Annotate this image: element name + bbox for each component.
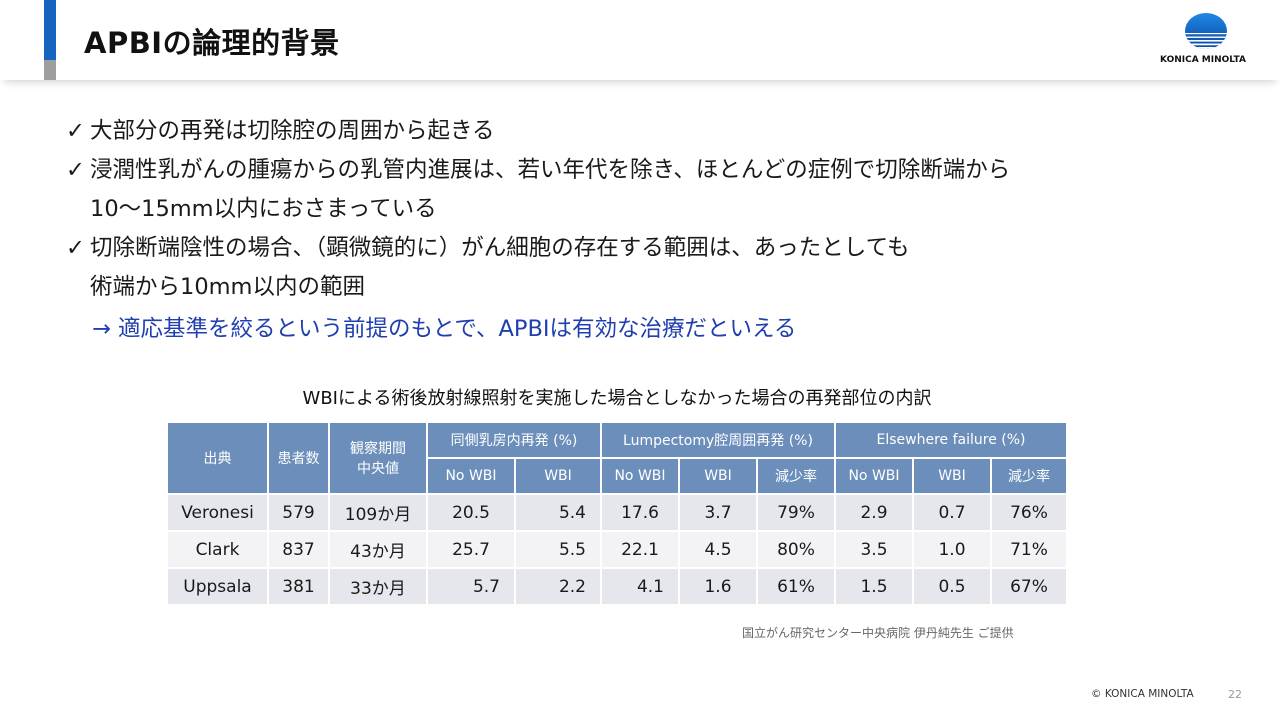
cell-source: Veronesi [166, 493, 269, 532]
bullet-text: 切除断端陰性の場合、（顕微鏡的に）がん細胞の存在する範囲は、あったとしても [90, 235, 910, 261]
cell-else-wbi: 1.0 [912, 530, 992, 569]
company-logo-text: KONICA MINOLTA [1160, 55, 1246, 65]
cell-source: Clark [166, 530, 269, 569]
subheader-no-wbi: No WBI [600, 457, 680, 495]
bullet-text: 10〜15mm以内におさまっている [90, 196, 437, 222]
table-subheader-row: No WBI WBI No WBI WBI 減少率 No WBI WBI 減少率 [167, 457, 1068, 495]
cell-lump-no-wbi: 4.1 [600, 567, 680, 606]
cell-else-reduction: 67% [990, 567, 1068, 606]
table-row: Uppsala 381 33か月 5.7 2.2 4.1 1.6 61% 1.5… [166, 567, 1068, 606]
copyright-text: © KONICA MINOLTA [1091, 688, 1194, 700]
title-accent-bar-grey [44, 60, 56, 80]
subheader-reduction: 減少率 [990, 457, 1068, 495]
cell-lump-wbi: 4.5 [678, 530, 758, 569]
cell-ipsi-no-wbi: 20.5 [426, 493, 516, 532]
table-row: Clark 837 43か月 25.7 5.5 22.1 4.5 80% 3.5… [166, 530, 1068, 569]
cell-else-no-wbi: 1.5 [834, 567, 914, 606]
cell-else-reduction: 76% [990, 493, 1068, 532]
bullet-list: ✓ 大部分の再発は切除腔の周囲から起きる ✓ 浸潤性乳がんの腫瘍からの乳管内進展… [66, 112, 1246, 349]
cell-followup: 33か月 [328, 567, 428, 606]
slide-title: APBIの論理的背景 [84, 26, 340, 60]
cell-source: Uppsala [166, 567, 269, 606]
conclusion-line: → 適応基準を絞るという前提のもとで、APBIは有効な治療だといえる [66, 310, 1246, 349]
header-lumpectomy: Lumpectomy腔周囲再発 (%) [600, 421, 836, 459]
subheader-wbi: WBI [912, 457, 992, 495]
cell-else-wbi: 0.7 [912, 493, 992, 532]
cell-lump-reduction: 79% [756, 493, 836, 532]
page-number: 22 [1228, 688, 1242, 701]
cell-else-reduction: 71% [990, 530, 1068, 569]
cell-lump-reduction: 80% [756, 530, 836, 569]
cell-lump-reduction: 61% [756, 567, 836, 606]
cell-ipsi-no-wbi: 5.7 [426, 567, 516, 606]
checkmark-icon: ✓ [66, 235, 85, 261]
source-note: 国立がん研究センター中央病院 伊丹純先生 ご提供 [742, 626, 1014, 640]
slide-header: APBIの論理的背景 KONICA MINOLTA [0, 0, 1280, 80]
cell-patients: 579 [267, 493, 330, 532]
cell-ipsi-wbi: 5.5 [514, 530, 602, 569]
bullet-item: ✓ 大部分の再発は切除腔の周囲から起きる [66, 112, 1246, 151]
recurrence-table: 出典 患者数 観察期間 中央値 同側乳房内再発 (%) Lumpectomy腔周囲… [166, 421, 1068, 606]
subheader-wbi: WBI [678, 457, 758, 495]
cell-lump-wbi: 1.6 [678, 567, 758, 606]
bullet-text: 大部分の再発は切除腔の周囲から起きる [90, 118, 495, 144]
cell-patients: 837 [267, 530, 330, 569]
table-row: Veronesi 579 109か月 20.5 5.4 17.6 3.7 79%… [166, 493, 1068, 532]
checkmark-icon: ✓ [66, 118, 85, 144]
cell-lump-wbi: 3.7 [678, 493, 758, 532]
header-patients: 患者数 [267, 421, 330, 495]
subheader-no-wbi: No WBI [834, 457, 914, 495]
bullet-text: 浸潤性乳がんの腫瘍からの乳管内進展は、若い年代を除き、ほとんどの症例で切除断端か… [90, 157, 1011, 183]
cell-followup: 43か月 [328, 530, 428, 569]
table-header-row: 出典 患者数 観察期間 中央値 同側乳房内再発 (%) Lumpectomy腔周囲… [166, 421, 1068, 495]
cell-else-no-wbi: 2.9 [834, 493, 914, 532]
cell-followup: 109か月 [328, 493, 428, 532]
arrow-right-icon: → [92, 316, 111, 342]
header-source: 出典 [166, 421, 269, 495]
subheader-reduction: 減少率 [756, 457, 836, 495]
header-elsewhere: Elsewhere failure (%) [834, 421, 1068, 459]
konica-minolta-globe-icon [1185, 13, 1227, 49]
subheader-wbi: WBI [514, 457, 602, 495]
bullet-item: ✓ 切除断端陰性の場合、（顕微鏡的に）がん細胞の存在する範囲は、あったとしても … [66, 229, 1246, 307]
checkmark-icon: ✓ [66, 157, 85, 183]
cell-ipsi-no-wbi: 25.7 [426, 530, 516, 569]
cell-ipsi-wbi: 2.2 [514, 567, 602, 606]
cell-patients: 381 [267, 567, 330, 606]
cell-lump-no-wbi: 17.6 [600, 493, 680, 532]
cell-ipsi-wbi: 5.4 [514, 493, 602, 532]
cell-else-no-wbi: 3.5 [834, 530, 914, 569]
cell-else-wbi: 0.5 [912, 567, 992, 606]
header-followup: 観察期間 中央値 [328, 421, 428, 495]
conclusion-text: 適応基準を絞るという前提のもとで、APBIは有効な治療だといえる [118, 316, 797, 342]
bullet-text: 術端から10mm以内の範囲 [90, 274, 365, 300]
cell-lump-no-wbi: 22.1 [600, 530, 680, 569]
header-ipsilateral: 同側乳房内再発 (%) [426, 421, 602, 459]
subheader-no-wbi: No WBI [426, 457, 516, 495]
table-caption: WBIによる術後放射線照射を実施した場合としなかった場合の再発部位の内訳 [302, 388, 932, 409]
bullet-item: ✓ 浸潤性乳がんの腫瘍からの乳管内進展は、若い年代を除き、ほとんどの症例で切除断… [66, 151, 1246, 229]
